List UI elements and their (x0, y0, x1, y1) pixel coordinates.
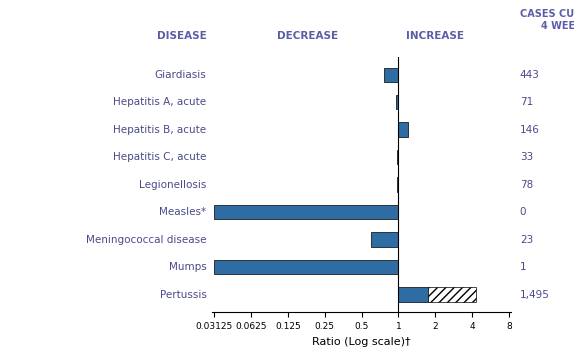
Text: 33: 33 (520, 152, 533, 162)
Text: 71: 71 (520, 97, 533, 107)
Text: Giardiasis: Giardiasis (154, 70, 207, 80)
Text: 146: 146 (520, 125, 540, 135)
Bar (384, 67, 398, 82)
Text: 0: 0 (520, 207, 526, 217)
Text: Pertussis: Pertussis (160, 290, 207, 300)
Text: Hepatitis B, acute: Hepatitis B, acute (113, 125, 207, 135)
Text: 443: 443 (520, 70, 540, 80)
X-axis label: Ratio (Log scale)†: Ratio (Log scale)† (312, 337, 411, 347)
Text: Measles*: Measles* (160, 207, 207, 217)
Bar (397, 150, 398, 164)
Bar (395, 95, 398, 109)
Bar (428, 288, 476, 302)
Text: 78: 78 (520, 180, 533, 190)
Text: INCREASE: INCREASE (406, 32, 464, 42)
Text: Hepatitis C, acute: Hepatitis C, acute (113, 152, 207, 162)
Text: CASES CURRENT
4 WEEKS: CASES CURRENT 4 WEEKS (520, 9, 574, 31)
Text: Legionellosis: Legionellosis (139, 180, 207, 190)
Text: 1: 1 (520, 262, 526, 272)
Text: Meningococcal disease: Meningococcal disease (86, 235, 207, 245)
Bar (214, 205, 398, 219)
Bar (214, 260, 398, 274)
Bar (398, 288, 428, 302)
Text: 1,495: 1,495 (520, 290, 550, 300)
Text: 23: 23 (520, 235, 533, 245)
Text: DECREASE: DECREASE (277, 32, 338, 42)
Bar (397, 178, 398, 192)
Text: Hepatitis A, acute: Hepatitis A, acute (113, 97, 207, 107)
Bar (398, 122, 408, 137)
Text: DISEASE: DISEASE (157, 32, 207, 42)
Text: Mumps: Mumps (169, 262, 207, 272)
Bar (371, 233, 398, 247)
